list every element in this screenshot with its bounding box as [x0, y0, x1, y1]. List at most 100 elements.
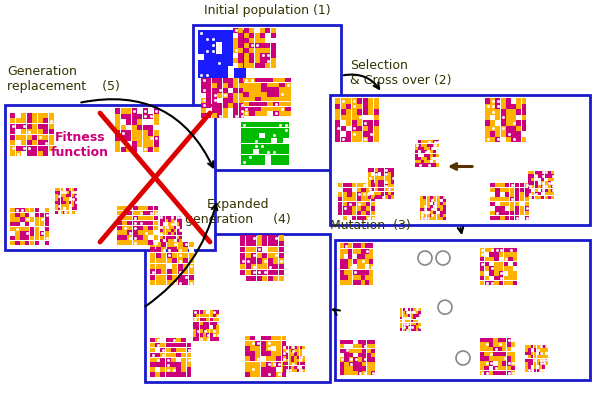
Bar	[247, 122, 253, 127]
Bar	[150, 258, 155, 264]
Bar	[247, 160, 253, 165]
Bar	[213, 326, 216, 329]
Bar	[174, 236, 176, 239]
Bar	[233, 38, 238, 43]
Bar	[405, 311, 407, 314]
Bar	[343, 188, 347, 192]
Bar	[273, 247, 278, 252]
Bar	[520, 216, 524, 220]
Bar	[148, 211, 153, 215]
Bar	[385, 168, 388, 172]
Bar	[353, 344, 358, 348]
Bar	[528, 355, 530, 358]
Bar	[485, 262, 489, 266]
Bar	[131, 147, 137, 152]
Bar	[69, 204, 71, 207]
Bar	[430, 147, 433, 150]
Bar	[171, 222, 173, 226]
Bar	[489, 338, 493, 342]
Bar	[528, 192, 531, 196]
Bar	[277, 122, 283, 127]
Bar	[286, 369, 289, 372]
Bar	[286, 349, 289, 352]
Bar	[206, 83, 211, 88]
Bar	[193, 329, 196, 333]
Bar	[241, 128, 247, 133]
Bar	[273, 78, 278, 82]
Bar	[361, 188, 366, 192]
Bar	[204, 36, 209, 42]
Bar	[171, 226, 173, 229]
Bar	[368, 115, 373, 120]
Bar	[381, 172, 384, 176]
Bar	[366, 197, 370, 201]
Bar	[178, 269, 182, 274]
Bar	[21, 124, 26, 129]
Bar	[381, 168, 384, 172]
Bar	[418, 311, 421, 314]
Bar	[271, 341, 276, 346]
Bar	[485, 137, 490, 142]
Bar	[418, 150, 421, 153]
Bar	[213, 322, 216, 325]
Bar	[126, 114, 131, 119]
Bar	[74, 211, 77, 214]
Bar	[436, 144, 439, 147]
Bar	[496, 137, 500, 142]
Bar	[148, 114, 153, 119]
Bar	[30, 241, 34, 245]
Bar	[283, 352, 286, 356]
Bar	[171, 338, 176, 342]
Bar	[370, 259, 373, 264]
Bar	[424, 205, 427, 208]
Bar	[166, 226, 168, 229]
Bar	[362, 104, 368, 109]
Bar	[198, 72, 203, 78]
Bar	[366, 206, 370, 211]
Bar	[437, 211, 440, 214]
Bar	[545, 366, 548, 368]
Bar	[385, 196, 388, 199]
Bar	[421, 154, 424, 156]
Bar	[346, 109, 351, 114]
Bar	[484, 338, 488, 342]
Bar	[430, 211, 433, 214]
Bar	[533, 352, 536, 355]
Bar	[415, 154, 418, 156]
Bar	[365, 275, 369, 280]
Bar	[250, 341, 255, 346]
Bar	[240, 235, 245, 240]
Bar	[500, 137, 506, 142]
Bar	[260, 372, 266, 377]
Bar	[138, 206, 143, 210]
Bar	[480, 371, 484, 375]
Bar	[344, 366, 349, 370]
Bar	[26, 140, 32, 146]
Bar	[198, 60, 203, 66]
Bar	[400, 311, 403, 314]
Bar	[176, 362, 181, 367]
Bar	[137, 130, 142, 136]
Bar	[148, 220, 153, 225]
Bar	[538, 178, 541, 181]
Bar	[378, 188, 381, 191]
Bar	[273, 276, 278, 281]
Bar	[262, 270, 267, 275]
Bar	[174, 216, 176, 219]
Bar	[358, 344, 362, 348]
Bar	[181, 368, 186, 372]
Bar	[347, 202, 352, 206]
Bar	[222, 30, 227, 36]
Bar	[343, 192, 347, 197]
Bar	[254, 43, 260, 48]
Bar	[187, 368, 191, 372]
Bar	[179, 236, 182, 239]
Bar	[150, 368, 155, 372]
Bar	[335, 98, 340, 104]
Bar	[513, 257, 517, 261]
Bar	[493, 338, 497, 342]
Bar	[515, 183, 520, 187]
Bar	[494, 257, 499, 261]
Bar	[69, 191, 71, 194]
Bar	[228, 93, 233, 98]
